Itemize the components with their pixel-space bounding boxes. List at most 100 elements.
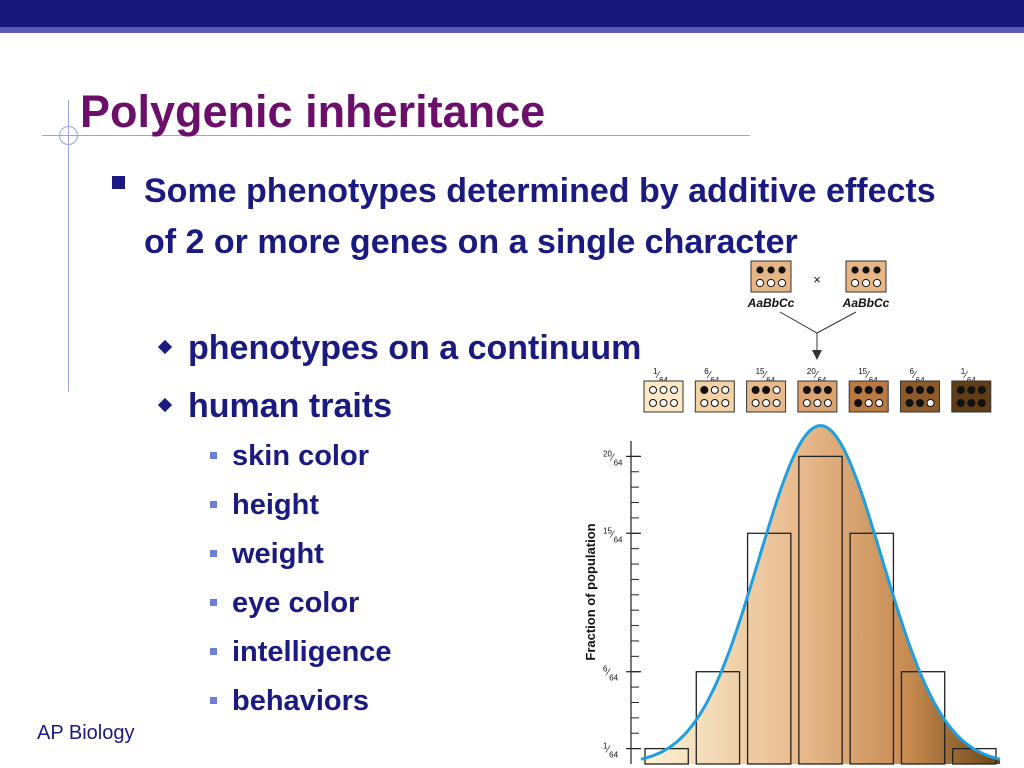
dark-allele-dot <box>751 386 760 394</box>
dark-allele-dot <box>873 266 881 274</box>
offspring-fraction-label: 15⁄64 <box>756 367 776 385</box>
light-allele-dot <box>721 386 730 394</box>
parent-genotype-box <box>845 260 887 293</box>
light-allele-dot <box>823 399 832 407</box>
dark-allele-dot <box>813 386 822 394</box>
parent1-genotype: AaBbCc <box>747 296 795 310</box>
light-allele-dot <box>926 399 935 407</box>
light-allele-dot <box>755 278 765 288</box>
light-allele-dot <box>864 399 873 407</box>
chart-bar <box>746 532 792 765</box>
light-allele-dot <box>861 278 871 288</box>
dark-allele-dot <box>956 386 965 394</box>
distribution-area <box>641 425 1000 764</box>
decor-horizontal-line <box>42 135 750 136</box>
dark-allele-dot <box>864 386 873 394</box>
trait-text: skin color <box>232 440 369 472</box>
chart-bar <box>798 455 843 765</box>
light-allele-dot <box>649 386 657 394</box>
decor-vertical-line <box>68 100 69 392</box>
top-banner <box>0 0 1024 27</box>
square-bullet-icon <box>210 501 217 508</box>
dark-allele-dot <box>977 399 986 407</box>
dark-allele-dot <box>854 399 863 407</box>
dark-allele-dot <box>875 386 884 394</box>
offspring-fraction-label: 20⁄64 <box>807 367 827 385</box>
offspring-fraction-label: 6⁄64 <box>910 367 926 385</box>
light-allele-dot <box>710 386 719 394</box>
offspring-genotype-box <box>900 380 940 413</box>
light-allele-dot <box>700 399 709 407</box>
light-allele-dot <box>649 399 657 407</box>
offspring-genotype-box <box>643 380 684 413</box>
footer-label: AP Biology <box>37 722 135 744</box>
offspring-genotype-box <box>797 380 838 413</box>
light-allele-dot <box>777 278 787 288</box>
sub-bullet-text: human traits <box>188 387 393 425</box>
light-allele-dot <box>766 278 776 288</box>
dark-allele-dot <box>967 386 976 394</box>
dark-allele-dot <box>926 386 935 394</box>
slide-title: Polygenic inheritance <box>80 86 546 137</box>
square-bullet-icon <box>210 697 217 704</box>
light-allele-dot <box>762 399 771 407</box>
dark-allele-dot <box>762 386 771 394</box>
square-bullet-icon <box>210 648 217 655</box>
dark-allele-dot <box>862 266 870 274</box>
dark-allele-dot <box>916 386 924 394</box>
dark-allele-dot <box>778 266 786 274</box>
light-allele-dot <box>802 399 811 407</box>
offspring-genotype-box <box>951 380 992 413</box>
y-tick-label: 15⁄64 <box>603 526 623 544</box>
offspring-genotype-box <box>694 380 735 413</box>
dark-allele-dot <box>802 386 811 394</box>
normal-curve-line <box>640 424 1001 761</box>
trait-text: behaviors <box>232 685 369 717</box>
light-allele-dot <box>772 386 781 394</box>
trait-text: intelligence <box>232 636 392 668</box>
light-allele-dot <box>875 399 884 407</box>
light-allele-dot <box>772 399 781 407</box>
dark-allele-dot <box>905 386 914 394</box>
parent-box-1 <box>750 260 792 293</box>
decor-circle <box>59 126 78 145</box>
offspring-fraction-label: 1⁄64 <box>653 367 669 385</box>
offspring-fraction-label: 6⁄64 <box>704 367 720 385</box>
sub-bullet-text: phenotypes on a continuum <box>188 329 642 367</box>
dark-allele-dot <box>956 399 965 407</box>
trait-text: height <box>232 489 319 521</box>
dark-allele-dot <box>756 266 764 274</box>
light-allele-dot <box>659 399 668 407</box>
light-allele-dot <box>751 399 760 407</box>
cross-connector <box>779 311 857 334</box>
light-allele-dot <box>872 278 882 288</box>
dark-allele-dot <box>977 386 986 394</box>
trait-text: eye color <box>232 587 360 619</box>
dark-allele-dot <box>767 266 775 274</box>
dark-allele-dot <box>967 399 976 407</box>
light-allele-dot <box>813 399 822 407</box>
dark-allele-dot <box>700 386 709 394</box>
light-allele-dot <box>670 399 678 407</box>
square-bullet-icon <box>112 176 125 189</box>
light-allele-dot <box>850 278 860 288</box>
arrowhead-icon <box>812 350 822 360</box>
light-allele-dot <box>710 399 719 407</box>
light-allele-dot <box>659 386 668 394</box>
light-allele-dot <box>670 386 678 394</box>
offspring-genotype-box <box>746 380 787 413</box>
parent-genotype-box <box>750 260 792 293</box>
light-allele-dot <box>721 399 730 407</box>
dark-allele-dot <box>823 386 832 394</box>
offspring-fraction-label: 15⁄64 <box>858 367 878 385</box>
square-bullet-icon <box>210 452 217 459</box>
square-bullet-icon <box>210 599 217 606</box>
y-axis-label: Fraction of population <box>583 523 598 660</box>
dark-allele-dot <box>854 386 863 394</box>
trait-text: weight <box>232 538 324 570</box>
y-tick-label: 6⁄64 <box>603 664 619 682</box>
dark-allele-dot <box>916 399 924 407</box>
y-tick-label: 1⁄64 <box>603 741 619 759</box>
dark-allele-dot <box>851 266 859 274</box>
square-bullet-icon <box>210 550 217 557</box>
